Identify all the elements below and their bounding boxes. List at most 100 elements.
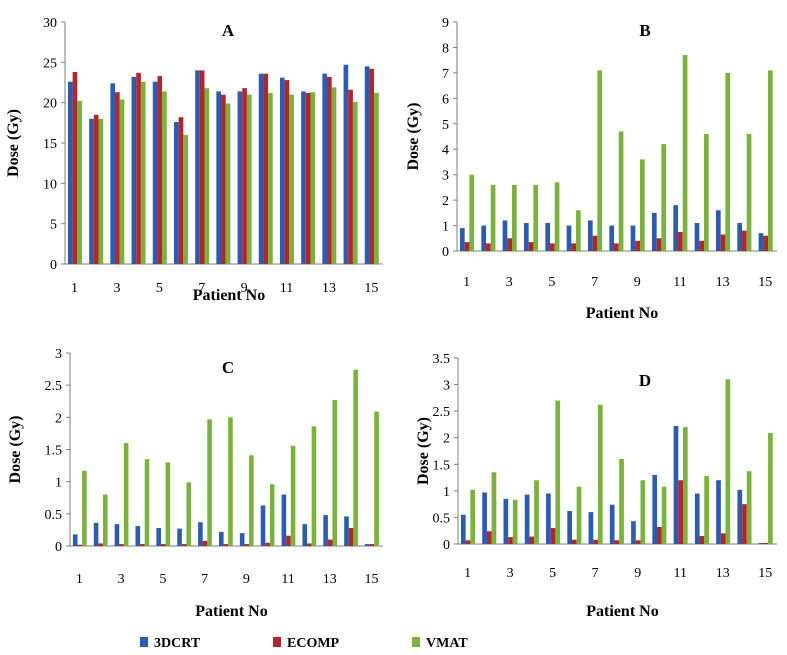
bar-ecomp-patient-8 (221, 94, 226, 264)
bar-ecomp-patient-4 (140, 544, 145, 546)
bar-3dcrt-patient-11 (673, 426, 679, 544)
bar-vmat-patient-9 (249, 455, 254, 546)
bar-3dcrt-patient-9 (630, 225, 636, 251)
bar-vmat-patient-12 (704, 133, 709, 251)
y-tick-label: 2.5 (433, 405, 451, 420)
bar-3dcrt-patient-11 (673, 205, 679, 251)
x-tick-label: 11 (673, 275, 686, 290)
bar-ecomp-patient-7 (593, 539, 598, 544)
x-tick-label: 9 (241, 281, 248, 296)
bar-3dcrt-patient-10 (258, 73, 264, 264)
y-axis-title: Dose (Gy) (5, 109, 22, 177)
y-tick-label: 25 (43, 56, 57, 71)
bar-vmat-patient-2 (98, 118, 104, 264)
y-tick-label: 6 (442, 92, 449, 107)
bar-3dcrt-patient-7 (198, 522, 203, 546)
y-tick-label: 0 (55, 540, 62, 555)
bar-3dcrt-patient-9 (631, 521, 636, 544)
x-tick-label: 11 (281, 572, 294, 587)
bar-vmat-patient-13 (332, 399, 338, 546)
legend-label-3dcrt: 3DCRT (154, 636, 201, 651)
panel-title: B (639, 21, 650, 40)
x-tick-label: 7 (592, 566, 599, 581)
bar-vmat-patient-10 (268, 92, 273, 265)
bar-ecomp-patient-3 (507, 238, 513, 251)
bar-vmat-patient-8 (618, 131, 624, 251)
bar-vmat-patient-5 (554, 182, 560, 251)
bar-vmat-patient-15 (374, 92, 379, 265)
bar-vmat-patient-11 (290, 445, 296, 546)
bar-3dcrt-patient-8 (609, 504, 615, 544)
y-tick-label: 30 (43, 16, 57, 31)
bar-ecomp-patient-15 (369, 68, 375, 264)
bar-ecomp-patient-15 (763, 235, 769, 251)
bar-ecomp-patient-9 (635, 240, 641, 251)
bar-3dcrt-patient-2 (89, 118, 94, 264)
y-tick-label: 1.5 (45, 444, 63, 459)
bar-ecomp-patient-12 (305, 92, 311, 265)
bar-vmat-patient-8 (225, 103, 231, 264)
bar-3dcrt-patient-10 (260, 505, 266, 546)
bar-3dcrt-patient-4 (135, 526, 141, 546)
y-tick-label: 0 (50, 258, 57, 273)
bar-3dcrt-patient-6 (566, 225, 572, 251)
bar-vmat-patient-9 (640, 480, 646, 544)
bar-vmat-patient-3 (512, 499, 518, 544)
bar-ecomp-patient-4 (136, 72, 141, 264)
bar-vmat-patient-7 (207, 419, 212, 546)
bar-ecomp-patient-5 (550, 528, 556, 544)
bar-ecomp-patient-8 (223, 544, 229, 546)
y-tick-label: 2 (55, 411, 62, 426)
bar-ecomp-patient-14 (742, 230, 747, 251)
bar-vmat-patient-1 (77, 101, 82, 264)
legend-swatch-3dcrt (140, 637, 148, 647)
bar-ecomp-patient-14 (348, 89, 353, 264)
bar-3dcrt-patient-13 (716, 480, 721, 544)
bar-vmat-patient-7 (597, 70, 603, 251)
panel-title: A (222, 21, 235, 40)
bar-ecomp-patient-9 (242, 88, 247, 265)
bar-vmat-patient-5 (165, 462, 171, 546)
y-axis-title: Dose (Gy) (7, 416, 24, 484)
bar-ecomp-patient-4 (529, 536, 535, 544)
bar-ecomp-patient-2 (93, 114, 99, 265)
bar-3dcrt-patient-10 (652, 474, 658, 544)
bar-3dcrt-patient-13 (323, 515, 328, 546)
bar-3dcrt-patient-3 (502, 220, 508, 251)
bar-vmat-patient-7 (204, 88, 210, 265)
y-tick-label: 1 (442, 220, 449, 235)
x-axis-title: Patient No (586, 305, 658, 322)
x-tick-label: 3 (113, 281, 120, 296)
bar-3dcrt-patient-14 (737, 489, 743, 544)
bar-vmat-patient-11 (289, 94, 294, 264)
y-tick-label: 1 (55, 476, 62, 491)
legend: 3DCRT ECOMP VMAT (140, 636, 468, 651)
bar-3dcrt-patient-3 (110, 83, 116, 264)
bar-vmat-patient-8 (619, 458, 624, 544)
bar-vmat-patient-6 (183, 134, 188, 264)
bar-3dcrt-patient-12 (302, 524, 308, 546)
y-tick-label: 3.5 (433, 352, 451, 367)
legend-swatch-ecomp (273, 637, 281, 647)
x-tick-label: 5 (548, 275, 555, 290)
bar-vmat-patient-4 (534, 480, 539, 544)
bar-vmat-patient-3 (512, 184, 517, 251)
bar-ecomp-patient-6 (571, 539, 577, 544)
bar-vmat-patient-6 (576, 210, 581, 251)
bar-vmat-patient-13 (725, 72, 731, 251)
x-tick-label: 3 (506, 275, 513, 290)
x-tick-label: 13 (322, 281, 336, 296)
bar-ecomp-patient-9 (635, 540, 641, 544)
bar-3dcrt-patient-1 (460, 514, 466, 544)
bar-ecomp-patient-14 (742, 504, 747, 544)
y-tick-label: 2 (443, 432, 450, 447)
bar-3dcrt-patient-1 (72, 534, 78, 546)
bar-3dcrt-patient-4 (523, 223, 529, 251)
x-tick-label: 9 (243, 572, 250, 587)
bar-vmat-patient-11 (683, 427, 688, 544)
bar-ecomp-patient-5 (157, 76, 163, 264)
bar-3dcrt-patient-15 (365, 544, 370, 546)
bar-ecomp-patient-13 (720, 234, 726, 251)
y-axis-title: Dose (Gy) (405, 103, 422, 171)
bar-3dcrt-patient-8 (218, 531, 224, 546)
